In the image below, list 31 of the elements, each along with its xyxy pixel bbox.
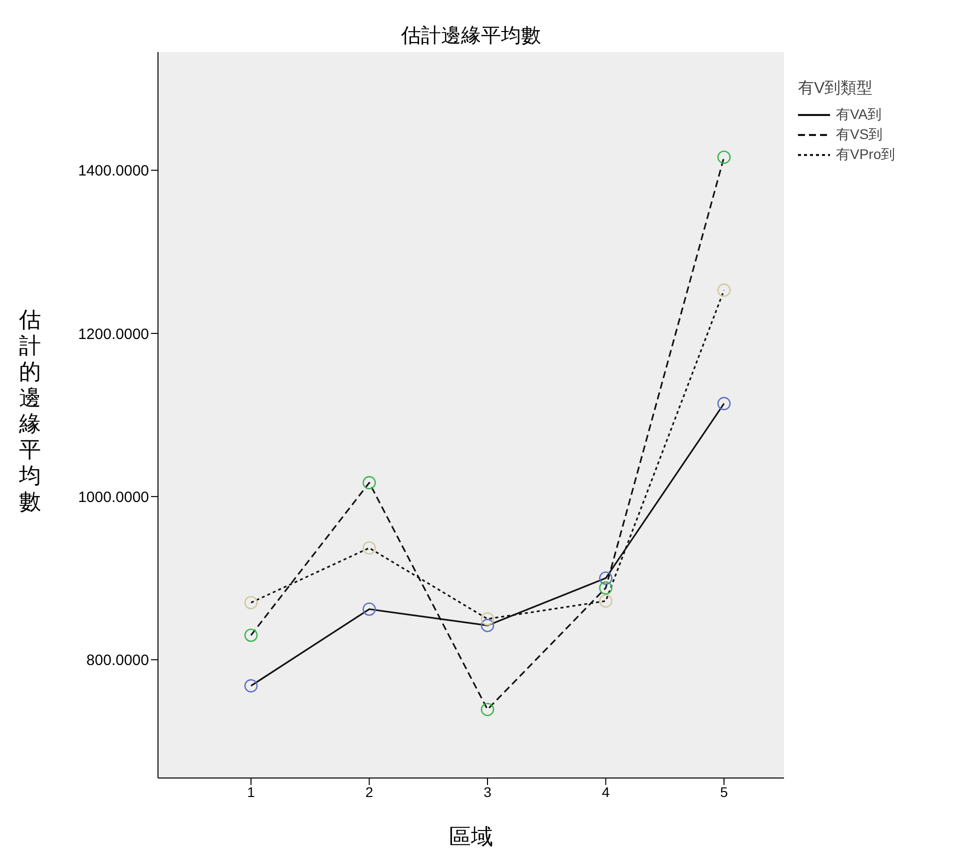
legend-label: 有VA到 [836, 106, 882, 124]
x-tick-label: 3 [484, 784, 492, 800]
point [244, 628, 258, 642]
point [362, 541, 376, 555]
x-tick-label: 4 [602, 784, 610, 800]
point [599, 581, 612, 595]
y-tick-label: 1400.0000 [78, 162, 149, 180]
point [480, 612, 494, 626]
point [244, 596, 258, 610]
chart-title: 估計邊緣平均數 [400, 22, 542, 49]
point [362, 476, 376, 490]
y-tick-label: 800.0000 [86, 652, 149, 670]
point [480, 618, 494, 632]
point [717, 396, 731, 410]
x-tick-label: 5 [720, 784, 728, 800]
legend-title: 有V到類型 [798, 79, 874, 99]
point [480, 702, 494, 716]
point [599, 594, 612, 608]
legend-label: 有VPro到 [836, 146, 896, 164]
legend-label: 有VS到 [836, 126, 883, 144]
point [717, 150, 731, 164]
y-tick-label: 1200.0000 [78, 326, 149, 343]
point [599, 571, 612, 585]
point [362, 602, 376, 616]
y-axis-title: 估計的邊緣平均數 [18, 308, 42, 516]
point [244, 679, 258, 692]
x-axis-title: 區域 [448, 824, 494, 852]
y-tick-label: 1000.0000 [78, 488, 149, 506]
point [717, 284, 731, 297]
x-tick-label: 2 [365, 784, 374, 800]
x-tick-label: 1 [247, 784, 256, 800]
